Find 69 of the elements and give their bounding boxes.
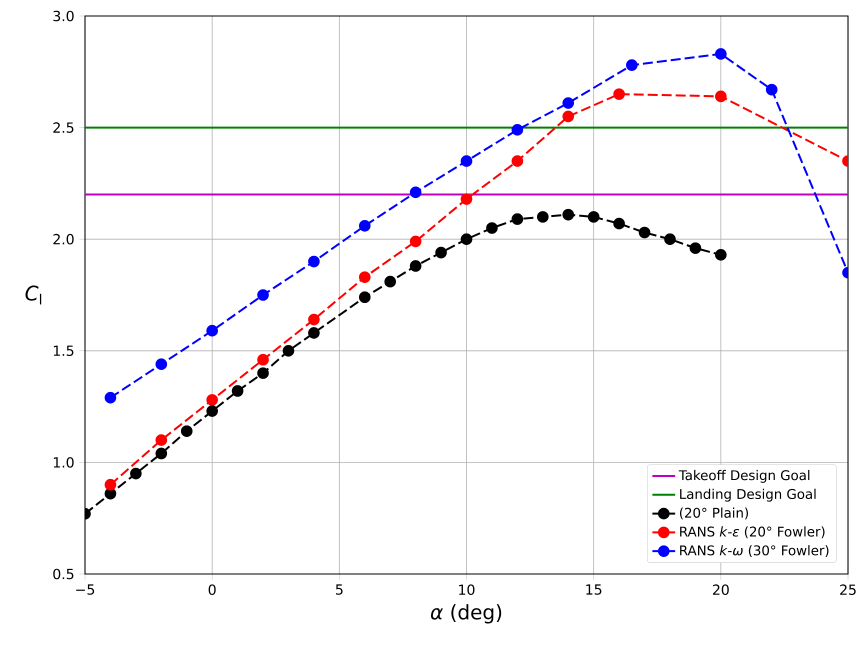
x-tick-label: 0 — [208, 584, 216, 595]
point — [512, 155, 524, 167]
point — [308, 314, 320, 326]
legend-label: Landing Design Goal — [680, 488, 816, 502]
point — [156, 434, 168, 446]
x-tick-label: −5 — [76, 584, 94, 595]
x-tick-label: 20 — [712, 584, 729, 595]
point — [613, 218, 625, 230]
point — [104, 478, 116, 491]
point — [358, 271, 371, 283]
x-tick-label: 10 — [459, 584, 474, 595]
y-axis-title: C$_{l}$ — [26, 286, 42, 304]
point — [257, 289, 269, 301]
point — [638, 226, 650, 238]
point — [358, 220, 371, 232]
point — [512, 124, 524, 136]
point — [664, 233, 676, 245]
legend-label: (20° Plain) — [680, 508, 748, 520]
point — [435, 246, 447, 258]
x-tick-label: 15 — [586, 584, 602, 595]
y-tick-label: 2.0 — [53, 234, 74, 244]
point — [206, 324, 218, 337]
point — [410, 260, 422, 272]
legend-label: RANS k-ε (20° Fowler) — [680, 526, 825, 538]
y-tick-label: 1.0 — [54, 457, 74, 468]
point — [512, 213, 524, 225]
point — [104, 488, 116, 500]
point — [460, 193, 472, 205]
point — [588, 211, 600, 223]
point — [180, 425, 193, 437]
point — [308, 256, 320, 268]
point — [104, 392, 116, 404]
y-tick-label: 3.0 — [53, 10, 74, 22]
y-tick-label: 1.5 — [54, 346, 74, 356]
point — [358, 291, 371, 304]
legend-label: Takeoff Design Goal — [678, 470, 810, 483]
point — [766, 84, 778, 96]
point — [537, 211, 549, 223]
point — [156, 358, 168, 370]
point — [460, 155, 472, 167]
point — [690, 242, 702, 254]
x-tick-label: 5 — [336, 584, 343, 595]
point — [562, 97, 574, 109]
point — [613, 88, 625, 100]
legend-label: RANS k-ω (30° Fowler) — [680, 545, 828, 557]
point — [384, 276, 396, 288]
point — [257, 367, 269, 379]
point — [562, 208, 574, 220]
point — [130, 468, 142, 480]
point — [715, 90, 727, 102]
point — [156, 448, 168, 460]
point — [308, 327, 320, 339]
point — [486, 222, 498, 234]
point — [282, 344, 294, 357]
point — [562, 110, 574, 122]
point — [206, 405, 218, 417]
point — [715, 48, 727, 60]
point — [410, 236, 422, 248]
point — [626, 59, 638, 71]
point — [460, 233, 472, 245]
x-axis-title: α (deg) — [430, 604, 502, 624]
y-tick-label: 2.5 — [53, 122, 74, 133]
y-tick-label: 0.5 — [53, 568, 74, 580]
x-tick-label: 25 — [840, 584, 856, 595]
point — [232, 385, 244, 397]
point — [257, 354, 269, 366]
point — [715, 249, 727, 261]
point — [410, 186, 422, 198]
point — [206, 394, 218, 406]
